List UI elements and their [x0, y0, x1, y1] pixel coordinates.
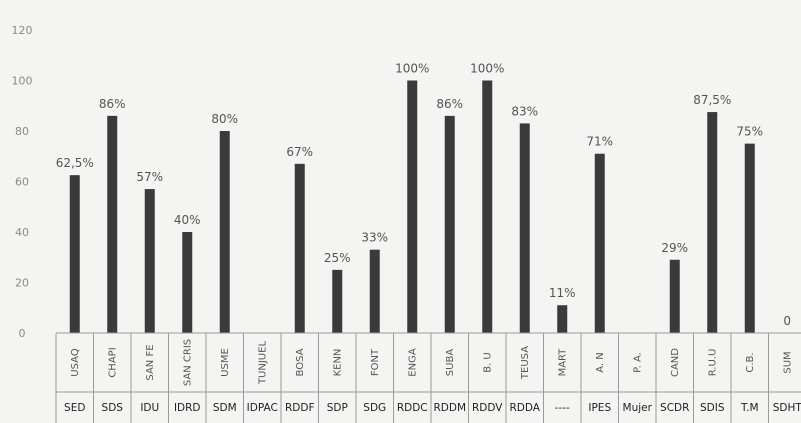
- data-label: 100%: [470, 62, 504, 76]
- x-category-label: USME: [220, 348, 231, 377]
- bar: [669, 259, 680, 333]
- y-tick-label: 80: [15, 125, 29, 138]
- bar: [557, 305, 568, 333]
- x-category-label: A. N: [595, 352, 606, 373]
- bars: [69, 80, 755, 333]
- x-category-label: R.U.U: [707, 349, 718, 377]
- x-category-label: C.B.: [745, 352, 756, 372]
- bar: [482, 80, 493, 333]
- bar: [519, 123, 530, 333]
- x-group-label: SDP: [327, 402, 348, 414]
- x-group-label: RDDF: [285, 402, 315, 414]
- x-group-label: IPES: [588, 402, 611, 414]
- x-category-label: TEUSA: [520, 346, 531, 380]
- x-group-label: IDPAC: [247, 402, 278, 414]
- x-category-label: SAN CRIS: [182, 339, 193, 386]
- y-tick-label: 120: [12, 24, 33, 37]
- x-group-label: SDS: [102, 402, 124, 414]
- y-axis-ticks: 0 20 40 60 80 100 120: [12, 24, 33, 340]
- x-group-label: IDU: [140, 402, 159, 414]
- y-tick-label: 0: [19, 327, 26, 340]
- bar: [744, 143, 755, 333]
- data-label: 75%: [736, 125, 763, 139]
- bar: [294, 163, 305, 333]
- x-group-label: SED: [64, 402, 85, 414]
- data-label: 57%: [136, 170, 163, 184]
- x-category-label: SUM: [782, 351, 793, 373]
- bar: [182, 232, 193, 333]
- x-group-label: IDRD: [174, 402, 201, 414]
- bar: [369, 249, 380, 333]
- data-labels: 62,5% 86% 57% 40% 80% 67% 25% 33% 100% 86% 100% 83%…: [56, 62, 791, 329]
- x-group-label: SDM: [213, 402, 237, 414]
- data-label: 40%: [174, 213, 201, 227]
- data-label: 80%: [211, 112, 238, 126]
- x-group-label: SDIS: [700, 402, 725, 414]
- y-tick-label: 60: [15, 176, 29, 189]
- x-group-label: SDG: [363, 402, 386, 414]
- x-group-label: RDDM: [433, 402, 466, 414]
- bar: [332, 269, 343, 333]
- bar: [407, 80, 418, 333]
- bar: [594, 153, 605, 333]
- x-category-label: SAN FE: [145, 344, 156, 380]
- x-category-label: KENN: [332, 349, 343, 377]
- x-group-label: RDDV: [472, 402, 503, 414]
- x-category-label: B. U: [482, 352, 493, 373]
- y-tick-label: 20: [15, 277, 29, 290]
- data-label: 0: [783, 314, 791, 328]
- bar: [144, 189, 155, 333]
- x-category-label: MART: [557, 348, 568, 377]
- data-label: 71%: [586, 135, 613, 149]
- y-tick-label: 40: [15, 226, 29, 239]
- x-category-label: P. A.: [632, 352, 643, 373]
- x-group-label: SDHT: [773, 402, 801, 414]
- data-label: 33%: [361, 231, 388, 245]
- data-label: 86%: [436, 97, 463, 111]
- category-table: USAQ CHAPI SAN FE SAN CRIS USME TUNJUEL BOSA KE…: [55, 332, 801, 423]
- x-category-label: SUBA: [445, 349, 456, 377]
- bar: [219, 131, 230, 333]
- data-label: 86%: [99, 97, 126, 111]
- bar: [107, 115, 118, 333]
- x-category-label: BOSA: [295, 348, 306, 376]
- data-label: 62,5%: [56, 156, 94, 170]
- x-category-label: USAQ: [70, 348, 81, 377]
- x-group-label: RDDC: [397, 402, 428, 414]
- y-tick-label: 100: [12, 75, 33, 88]
- bar: [69, 175, 80, 333]
- data-label: 83%: [511, 104, 538, 118]
- x-group-label: ----: [555, 402, 570, 414]
- bar: [444, 115, 455, 333]
- data-label: 11%: [549, 286, 576, 300]
- x-category-label: CHAPI: [107, 347, 118, 377]
- bar: [707, 112, 718, 333]
- x-category-label: CAND: [670, 348, 681, 377]
- x-group-label: T.M: [740, 402, 759, 414]
- data-label: 67%: [286, 145, 313, 159]
- x-group-label: Mujer: [623, 402, 653, 414]
- data-label: 87,5%: [693, 93, 731, 107]
- data-label: 100%: [395, 62, 429, 76]
- data-label: 29%: [661, 241, 688, 255]
- x-category-label: FONT: [370, 348, 381, 376]
- x-group-label: SCDR: [660, 402, 689, 414]
- data-label: 25%: [324, 251, 351, 265]
- x-category-label: TUNJUEL: [257, 341, 268, 385]
- x-group-label: RDDA: [510, 402, 541, 414]
- x-category-label: ENGA: [407, 348, 418, 377]
